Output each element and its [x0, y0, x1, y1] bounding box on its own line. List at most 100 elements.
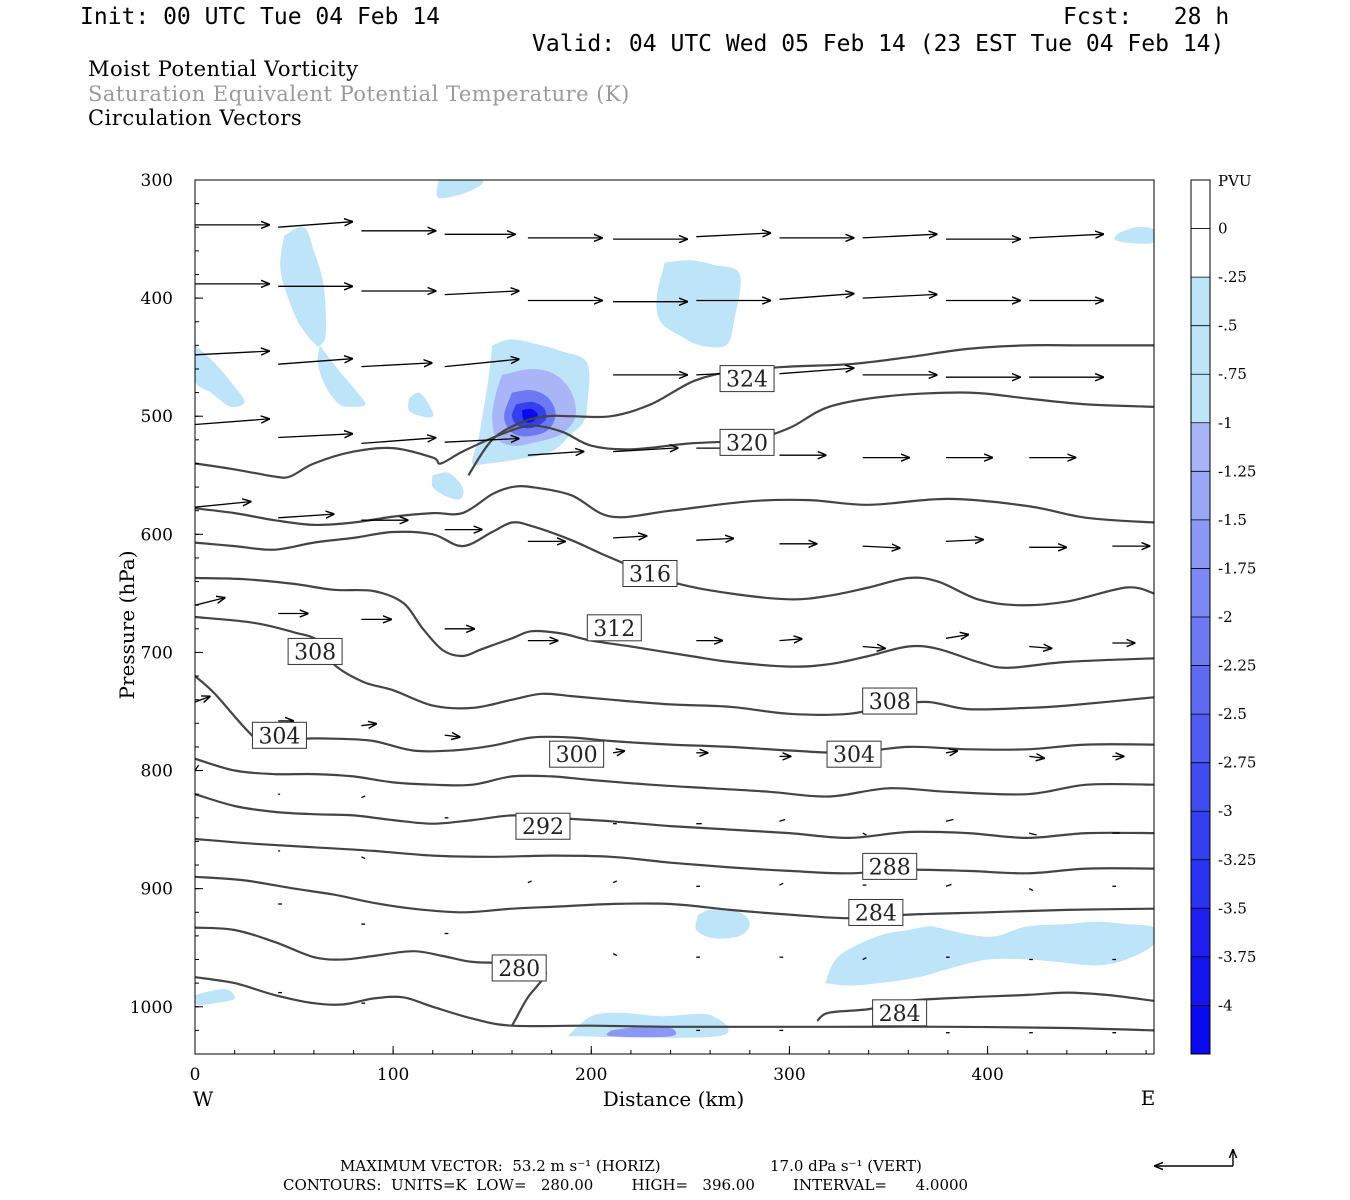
circulation-vector — [862, 234, 937, 238]
pv-region — [825, 921, 1154, 986]
colorbar-tick-label: -3.25 — [1218, 851, 1256, 869]
colorbar-segment — [1191, 374, 1210, 424]
circulation-vector — [779, 639, 802, 641]
contour-label-box — [586, 614, 642, 642]
colorbar-tick-label: -4 — [1218, 996, 1233, 1014]
colorbar: PVU 0 -.25 -.5 -.75 -1 -1.25 -1.5 -1.75 -2 -2.25 -2… — [1190, 172, 1256, 1055]
colorbar-tick-label: -2.25 — [1218, 657, 1256, 675]
contour-label-box — [719, 428, 775, 456]
circulation-vector — [862, 647, 885, 649]
colorbar-tick-label: -3 — [1218, 802, 1233, 820]
x-axis-label: Distance (km) — [603, 1087, 745, 1111]
circulation-vector — [195, 502, 251, 508]
circulation-vector — [444, 439, 519, 443]
circulation-vector — [1029, 756, 1044, 758]
axis-layer: 0 100 200 300 400 300 400 500 600 700 800 900 1000 Di… — [115, 171, 1155, 1111]
circulation-vector — [1029, 832, 1037, 836]
colorbar-tick-label: -1.25 — [1218, 462, 1256, 480]
max-vector-horiz: MAXIMUM VECTOR: 53.2 m s⁻¹ (HORIZ) — [340, 1157, 661, 1175]
contour-label-box — [287, 637, 343, 665]
y-tick-label: 300 — [141, 171, 173, 191]
circulation-vector — [696, 233, 770, 237]
circulation-vector — [945, 818, 954, 822]
contour-label: 300 — [556, 743, 598, 768]
legend-line-theta-es: Saturation Equivalent Potential Temperat… — [88, 82, 630, 106]
y-tick-label: 600 — [141, 525, 173, 545]
colorbar-segment — [1191, 422, 1210, 472]
colorbar-segment — [1191, 519, 1210, 569]
contour-label-box — [251, 721, 307, 749]
colorbar-segment — [1191, 228, 1210, 278]
contour-label: 284 — [855, 901, 897, 926]
colorbar-segment — [1191, 859, 1210, 909]
legend-line-mpv: Moist Potential Vorticity — [88, 57, 359, 81]
colorbar-tick-label: -3.5 — [1218, 899, 1247, 917]
circulation-vector — [945, 751, 957, 753]
circulation-vector — [1029, 234, 1103, 238]
colorbar-tick-label: -2.5 — [1218, 705, 1247, 723]
circulation-vector — [612, 880, 618, 884]
circulation-vector — [945, 540, 983, 542]
circulation-vector — [779, 818, 786, 822]
pv-region — [695, 908, 750, 939]
circulation-vector — [779, 882, 784, 886]
circulation-vector — [945, 635, 968, 639]
circulation-vector — [361, 856, 366, 860]
circulation-vector — [862, 832, 867, 836]
circulation-vector — [1029, 647, 1051, 649]
colorbar-tick-label: -2.75 — [1218, 754, 1256, 772]
theta-es-contour — [816, 991, 1154, 1022]
circulation-vector — [1028, 888, 1034, 892]
forecast-hour: Fcst: 28 h — [1063, 4, 1230, 30]
contour-label: 308 — [869, 690, 911, 715]
pv-region — [431, 472, 464, 500]
x-tick-label: 0 — [190, 1065, 201, 1085]
contour-label-layer: 324 320 316 312 308 308 304 304 300 292 288 284 280 2… — [251, 365, 928, 1027]
contour-label: 280 — [498, 957, 540, 982]
y-tick-label: 800 — [141, 762, 173, 782]
colorbar-segment — [1191, 665, 1210, 715]
circulation-vector — [444, 291, 519, 295]
colorbar-segment — [1191, 617, 1210, 667]
contour-info: CONTOURS: UNITS=K LOW= 280.00 HIGH= 396.… — [283, 1176, 969, 1194]
x-tick-label: 100 — [377, 1065, 409, 1085]
contour-label-box — [622, 559, 678, 587]
circulation-vector — [527, 880, 532, 884]
colorbar-tick-label: -.5 — [1218, 317, 1237, 335]
plot-frame — [194, 179, 1155, 1055]
circulation-vector — [613, 448, 678, 452]
circulation-vector — [862, 294, 937, 298]
contour-label-box — [862, 852, 918, 880]
circulation-vector — [195, 598, 225, 606]
circulation-vector — [945, 883, 952, 887]
colorbar-unit: PVU — [1218, 172, 1252, 190]
theta-es-contour — [195, 615, 1154, 716]
circulation-vector — [361, 438, 435, 445]
pv-region — [606, 1026, 677, 1038]
circulation-vector — [278, 514, 334, 518]
colorbar-tick-label: 0 — [1218, 220, 1228, 238]
circulation-vector — [361, 363, 431, 367]
x-tick-label: 300 — [773, 1065, 805, 1085]
circulation-vector — [195, 697, 210, 703]
y-tick-label: 1000 — [130, 998, 173, 1018]
contour-label: 284 — [879, 1002, 921, 1027]
colorbar-segment — [1191, 471, 1210, 521]
circulation-vector — [612, 953, 618, 957]
theta-es-contour — [195, 675, 1154, 755]
contour-label: 324 — [726, 368, 768, 393]
theta-es-contour — [195, 391, 1154, 479]
theta-es-contour — [195, 793, 1154, 840]
circulation-vector — [444, 359, 519, 368]
east-label: E — [1141, 1086, 1156, 1110]
contour-label: 316 — [629, 562, 671, 587]
pv-shading-layer — [195, 180, 1154, 1038]
theta-es-contour — [195, 926, 547, 1027]
contour-label-box — [872, 999, 928, 1027]
circulation-vector — [613, 536, 646, 538]
y-tick-label: 400 — [141, 289, 173, 309]
x-tick-label: 200 — [575, 1065, 607, 1085]
colorbar-tick-label: -1 — [1218, 414, 1233, 432]
theta-es-contour — [195, 576, 1154, 669]
